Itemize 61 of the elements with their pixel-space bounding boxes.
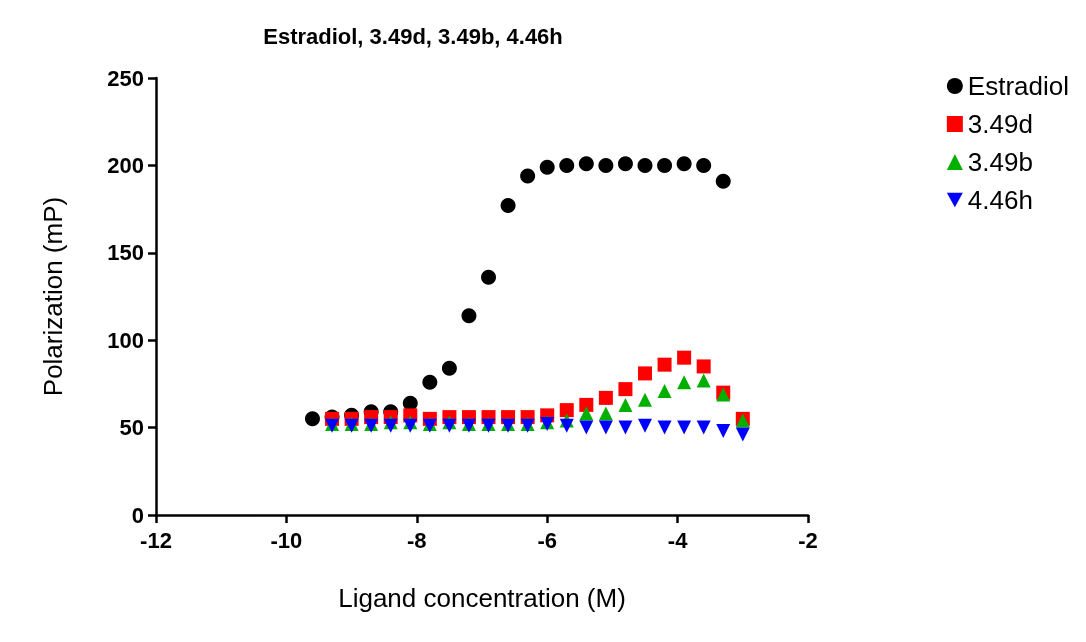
point [657, 157, 673, 173]
legend-label: 3.49b [967, 147, 1033, 177]
point [618, 382, 633, 397]
point [520, 168, 536, 184]
y-tick-label: 250 [107, 65, 144, 91]
point [637, 157, 653, 173]
point [657, 383, 672, 398]
chart-title: Estradiol, 3.49d, 3.49b, 4.46h [263, 23, 563, 49]
point [677, 350, 692, 365]
point [598, 390, 613, 405]
point [559, 403, 574, 418]
point [716, 424, 731, 439]
point [638, 418, 652, 433]
point [441, 360, 457, 376]
point [618, 420, 633, 435]
point [579, 420, 594, 435]
point [598, 406, 613, 421]
point [735, 427, 750, 442]
point [715, 173, 731, 189]
legend-label: 4.46h [967, 185, 1033, 215]
point [657, 420, 672, 435]
point [422, 374, 438, 390]
point [696, 359, 711, 374]
point [617, 156, 633, 172]
x-tick-label: -6 [537, 527, 557, 553]
legend-label: Estradiol [967, 71, 1069, 101]
y-tick-label: 0 [131, 502, 144, 528]
point [461, 308, 477, 324]
y-tick-label: 50 [119, 415, 144, 441]
point [696, 420, 711, 435]
point [657, 357, 672, 372]
x-tick-label: -12 [140, 527, 172, 553]
point [638, 392, 652, 407]
point [481, 269, 497, 285]
point [638, 366, 652, 381]
point [578, 156, 594, 172]
point [579, 406, 594, 421]
point [677, 420, 692, 435]
point [500, 198, 516, 214]
point [676, 156, 692, 172]
point [696, 157, 712, 173]
point [696, 373, 711, 388]
x-tick-label: -10 [270, 527, 303, 553]
y-tick-label: 100 [107, 327, 144, 353]
point [598, 157, 614, 173]
point [305, 411, 320, 427]
x-axis-title: Ligand concentration (M) [338, 583, 626, 613]
x-tick-label: -8 [407, 527, 427, 553]
point [559, 418, 574, 433]
point [598, 420, 613, 435]
y-axis-title: Polarization (mP) [38, 196, 68, 397]
y-tick-label: 150 [107, 240, 144, 266]
x-tick-label: -2 [798, 527, 818, 553]
point [559, 157, 575, 173]
point [677, 375, 692, 390]
point [539, 159, 555, 175]
legend-label: 3.49d [967, 109, 1033, 139]
point [618, 397, 633, 412]
point [579, 397, 594, 412]
y-tick-label: 200 [107, 152, 144, 178]
x-tick-label: -4 [667, 527, 689, 553]
